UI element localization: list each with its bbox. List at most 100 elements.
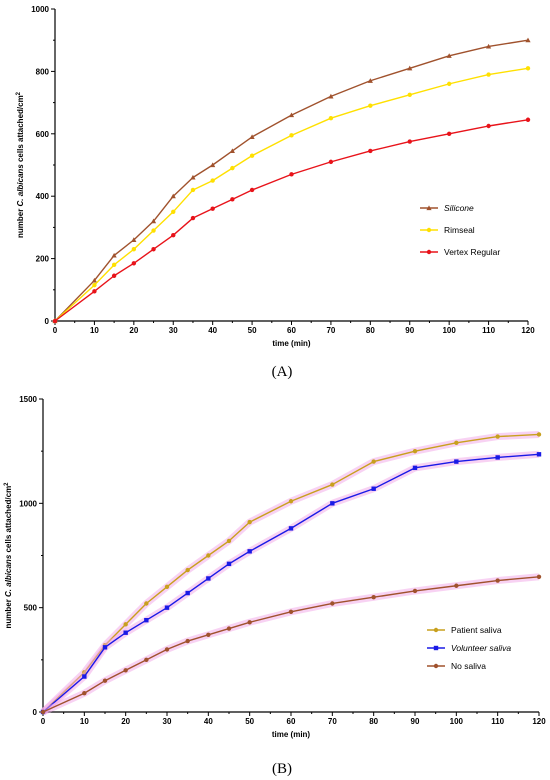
legend-label: No saliva [451,661,486,671]
y-axis-label-superscript: 2 [4,482,10,486]
data-point [407,139,412,144]
data-point [185,590,190,596]
data-point [288,499,294,504]
y-tick-label: 800 [36,67,50,76]
data-point [289,133,294,138]
data-point [82,674,87,679]
x-tick-label: 50 [248,326,257,335]
data-point [40,709,46,715]
data-point [123,668,128,673]
data-point [454,459,459,464]
series-vertex-regular [52,117,531,324]
legend-marker [426,249,432,255]
data-point [123,622,128,627]
data-point [288,112,295,118]
y-tick-label: 500 [24,604,38,613]
data-point [230,165,235,171]
legend-label: Volunteer saliva [451,643,511,653]
data-point [226,626,232,631]
series-rimseal [52,66,531,324]
data-point [206,632,211,637]
data-point [446,81,452,87]
legend-label: Silicone [444,203,474,213]
x-axis-label: time (min) [272,339,311,348]
data-point [412,465,418,471]
y-axis-label-part: C. albicans [4,554,13,597]
series-line [54,67,529,322]
y-tick-label: 600 [36,130,50,139]
y-tick-label: 0 [33,708,38,717]
data-point [190,215,196,221]
data-point [328,116,334,121]
data-point [525,66,531,71]
data-point [328,159,334,165]
data-point [525,117,531,122]
data-point [144,657,149,663]
legend-label: Vertex Regular [444,247,500,257]
x-tick-label: 30 [163,717,172,726]
y-tick-label: 0 [45,317,50,326]
legend-entry: Patient saliva [427,625,502,635]
legend-label: Rimseal [444,225,475,235]
legend-marker [433,627,439,633]
y-axis-label: number C. albicans cells attached/cm2 [16,91,25,238]
data-point [171,209,176,214]
legend-entry: Vertex Regular [420,247,500,257]
data-point [164,584,170,589]
x-tick-label: 40 [208,326,217,335]
data-point [446,131,452,136]
data-point [190,174,196,180]
data-point [92,289,97,294]
data-point [525,37,531,43]
data-point [151,247,156,252]
data-point [288,526,294,531]
legend-marker [433,645,439,651]
data-point [485,43,492,49]
y-axis-label-part: cells attached/cm [4,486,13,555]
data-point [131,261,137,266]
y-axis-label-part: number [4,597,13,629]
y-tick-label: 400 [36,192,50,201]
y-axis-label-part: C. albicans [16,164,25,207]
x-tick-label: 70 [326,326,335,335]
x-tick-label: 110 [482,326,495,335]
panel-label-a: (A) [272,364,293,380]
x-tick-label: 110 [491,717,504,726]
series-patient-saliva [40,430,542,715]
x-tick-label: 60 [287,717,296,726]
legend-entry: No saliva [427,661,486,671]
y-tick-label: 200 [36,255,50,264]
data-point [536,432,542,437]
data-point [371,486,376,491]
x-tick-label: 60 [287,326,296,335]
data-point [368,103,373,108]
data-point [249,187,255,193]
panel-label-b: (B) [272,761,292,777]
data-point [170,193,176,199]
data-point [150,218,157,224]
data-point [206,576,211,581]
data-point [131,237,137,242]
data-point [330,601,335,606]
data-point [144,617,149,623]
data-point [102,645,108,650]
data-point [226,561,232,567]
x-tick-label: 40 [204,717,213,726]
data-point [230,197,235,202]
legend-marker [426,227,432,233]
x-tick-label: 90 [405,326,414,335]
legend-entry: Rimseal [420,225,475,235]
data-point [407,65,413,71]
data-point [164,647,170,652]
x-tick-label: 80 [366,326,375,335]
data-point [171,233,176,238]
data-point [52,318,58,324]
series-silicone [52,37,531,324]
x-tick-label: 0 [53,326,58,335]
data-point [206,553,211,558]
x-tick-label: 120 [532,717,546,726]
data-point [247,620,252,625]
data-point [226,538,232,544]
data-point [495,434,500,439]
